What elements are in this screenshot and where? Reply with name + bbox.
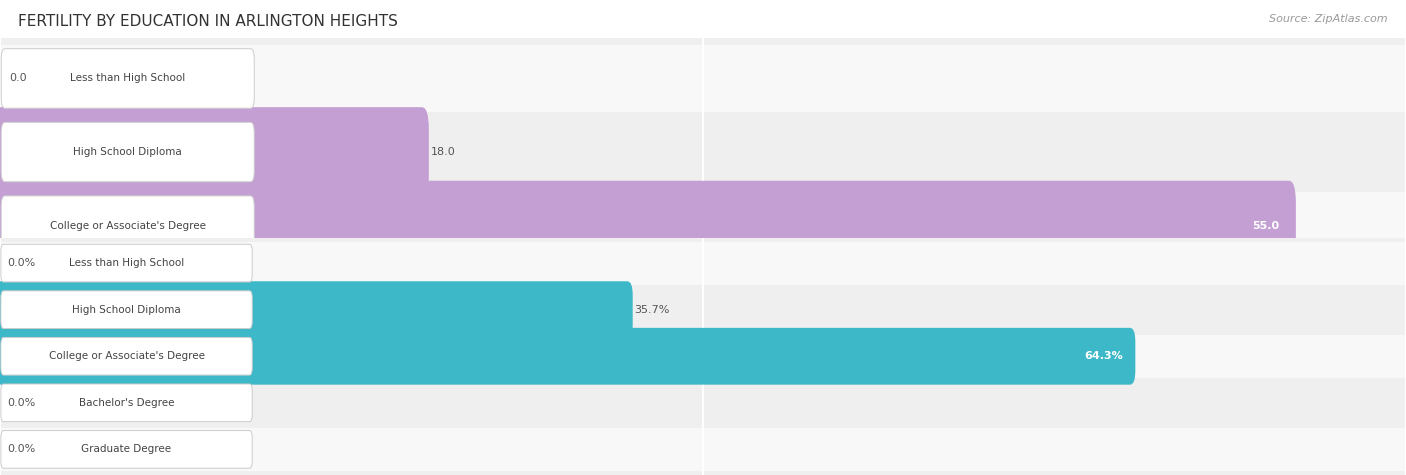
Text: Less than High School: Less than High School — [69, 258, 184, 268]
FancyBboxPatch shape — [1, 291, 252, 329]
FancyBboxPatch shape — [1, 343, 254, 402]
Text: High School Diploma: High School Diploma — [73, 147, 183, 157]
Bar — [0, 118, 1406, 186]
Bar — [0, 339, 1406, 407]
Text: Bachelor's Degree: Bachelor's Degree — [79, 398, 174, 408]
FancyBboxPatch shape — [1, 337, 252, 375]
Text: College or Associate's Degree: College or Associate's Degree — [49, 220, 205, 231]
Text: 35.7%: 35.7% — [634, 304, 669, 314]
Bar — [0, 288, 1406, 331]
FancyBboxPatch shape — [1, 49, 254, 108]
Text: 18.0: 18.0 — [432, 147, 456, 157]
Text: 0.0%: 0.0% — [7, 445, 35, 455]
FancyBboxPatch shape — [1, 244, 252, 282]
FancyBboxPatch shape — [1, 122, 254, 182]
Text: 0.0: 0.0 — [10, 368, 27, 378]
FancyBboxPatch shape — [0, 328, 1135, 385]
Bar — [0, 192, 1406, 259]
Text: 64.3%: 64.3% — [1084, 351, 1123, 361]
Text: Graduate Degree: Graduate Degree — [83, 368, 173, 378]
Bar — [0, 335, 1406, 378]
Text: 0.0%: 0.0% — [7, 258, 35, 268]
Text: 0.0: 0.0 — [10, 294, 27, 304]
Bar — [0, 242, 1406, 285]
Text: College or Associate's Degree: College or Associate's Degree — [49, 351, 204, 361]
Text: High School Diploma: High School Diploma — [72, 304, 181, 314]
Text: 0.0%: 0.0% — [7, 398, 35, 408]
FancyBboxPatch shape — [0, 107, 429, 197]
FancyBboxPatch shape — [1, 430, 252, 468]
FancyBboxPatch shape — [0, 181, 1296, 270]
FancyBboxPatch shape — [1, 269, 254, 329]
FancyBboxPatch shape — [0, 281, 633, 338]
FancyBboxPatch shape — [1, 384, 252, 422]
Text: Bachelor's Degree: Bachelor's Degree — [80, 294, 176, 304]
Text: Source: ZipAtlas.com: Source: ZipAtlas.com — [1270, 14, 1388, 24]
Bar — [0, 45, 1406, 112]
Text: 55.0: 55.0 — [1253, 220, 1279, 231]
Bar — [0, 428, 1406, 471]
Text: Less than High School: Less than High School — [70, 74, 186, 84]
Text: FERTILITY BY EDUCATION IN ARLINGTON HEIGHTS: FERTILITY BY EDUCATION IN ARLINGTON HEIG… — [18, 14, 398, 29]
Bar — [0, 266, 1406, 333]
Bar — [0, 381, 1406, 424]
Text: 0.0: 0.0 — [10, 74, 27, 84]
FancyBboxPatch shape — [1, 196, 254, 256]
Text: Graduate Degree: Graduate Degree — [82, 445, 172, 455]
